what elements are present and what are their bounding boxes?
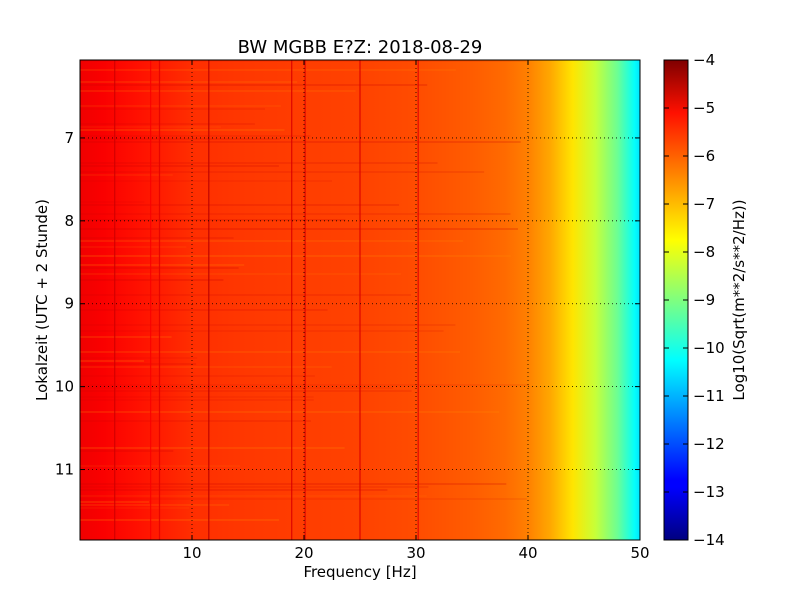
plot-frame xyxy=(79,59,641,541)
x-tick-label: 30 xyxy=(406,544,425,562)
texture-band xyxy=(80,171,485,173)
texture-band xyxy=(80,141,521,143)
texture-band xyxy=(80,228,518,230)
texture-band xyxy=(80,309,328,311)
colorbar-tick-label: −6 xyxy=(693,147,715,165)
texture-band xyxy=(80,399,314,401)
texture-band xyxy=(80,174,173,176)
texture-band xyxy=(80,264,245,266)
y-tick-label: 7 xyxy=(64,129,74,147)
texture-band xyxy=(80,273,401,275)
texture-band xyxy=(80,507,190,509)
texture-band xyxy=(80,237,234,239)
texture-band xyxy=(80,363,197,365)
texture-band xyxy=(80,240,464,242)
texture-band xyxy=(80,390,412,392)
texture-band xyxy=(80,396,314,398)
y-axis: 7 8 9 10 11 xyxy=(55,129,640,479)
x-tick-label: 10 xyxy=(182,544,201,562)
y-tick-label: 9 xyxy=(64,295,74,313)
texture-band xyxy=(80,255,511,257)
texture-band xyxy=(80,420,311,422)
grid-lines xyxy=(80,60,641,540)
texture-band xyxy=(80,486,429,488)
y-tick-label: 10 xyxy=(55,378,74,396)
texture-band xyxy=(80,219,346,221)
spectral-lines xyxy=(114,60,419,540)
texture-band xyxy=(80,165,279,167)
texture-band xyxy=(80,204,400,206)
x-tick-label: 20 xyxy=(294,544,313,562)
texture-band xyxy=(80,519,280,521)
texture-band xyxy=(80,180,332,182)
plot-area: 10 20 30 40 50 7 8 9 10 11 xyxy=(55,59,650,562)
y-tick-label: 8 xyxy=(64,212,74,230)
texture-band xyxy=(80,135,311,137)
texture-band xyxy=(80,351,460,353)
colorbar-tick-label: −9 xyxy=(693,291,715,309)
texture-band xyxy=(80,84,428,86)
colorbar-tick-label: −14 xyxy=(693,531,725,549)
texture-band xyxy=(80,387,394,389)
colorbar-tick-label: −13 xyxy=(693,483,725,501)
colorbar-tick-label: −8 xyxy=(693,243,715,261)
texture-band xyxy=(80,357,198,359)
texture-band xyxy=(80,450,174,452)
texture-band xyxy=(80,108,265,110)
texture-band xyxy=(80,366,332,368)
texture-band xyxy=(80,69,456,71)
y-tick-label: 11 xyxy=(55,461,74,479)
texture-band xyxy=(80,129,285,131)
texture-band xyxy=(80,90,356,92)
texture-band xyxy=(80,375,315,377)
texture-band xyxy=(80,294,411,296)
texture-band xyxy=(80,201,145,203)
texture-band xyxy=(80,105,281,107)
chart-title: BW MGBB E?Z: 2018-08-29 xyxy=(238,37,483,58)
texture-band xyxy=(80,246,187,248)
texture-band xyxy=(80,330,444,332)
colorbar: −14 −13 −12 −11 −10 −9 −8 −7 −6 −5 −4 Log10(Sqrt(m… xyxy=(663,51,748,549)
colorbar-tick-label: −7 xyxy=(693,195,715,213)
texture-band xyxy=(80,411,500,413)
colorbar-ticks: −14 −13 −12 −11 −10 −9 −8 −7 −6 −5 −4 xyxy=(664,51,725,549)
texture-band xyxy=(80,498,527,500)
texture-band xyxy=(80,60,527,62)
texture-band xyxy=(80,489,388,491)
texture-band xyxy=(80,162,438,164)
x-axis-label: Frequency [Hz] xyxy=(303,563,416,581)
x-axis: 10 20 30 40 50 xyxy=(182,60,650,562)
colorbar-tick-label: −5 xyxy=(693,99,715,117)
texture-band xyxy=(80,213,511,215)
colorbar-tick-label: −11 xyxy=(693,387,725,405)
y-axis-label: Lokalzeit (UTC + 2 Stunde) xyxy=(33,199,51,401)
texture-band xyxy=(80,447,345,449)
texture-band xyxy=(80,483,507,485)
texture-band xyxy=(80,360,144,362)
x-tick-label: 50 xyxy=(630,544,649,562)
texture-band xyxy=(80,495,427,497)
colorbar-tick-label: −12 xyxy=(693,435,725,453)
colorbar-label: Log10(Sqrt(m**2/s**2/Hz)) xyxy=(730,199,748,400)
texture-band xyxy=(80,324,456,326)
colorbar-tick-label: −10 xyxy=(693,339,725,357)
colorbar-tick-label: −4 xyxy=(693,51,715,69)
texture-band xyxy=(80,504,230,506)
texture-band xyxy=(80,123,255,125)
texture-band xyxy=(80,336,172,338)
texture-band xyxy=(80,279,224,281)
x-tick-label: 40 xyxy=(518,544,537,562)
texture-band xyxy=(80,138,280,140)
texture-band xyxy=(80,81,298,83)
